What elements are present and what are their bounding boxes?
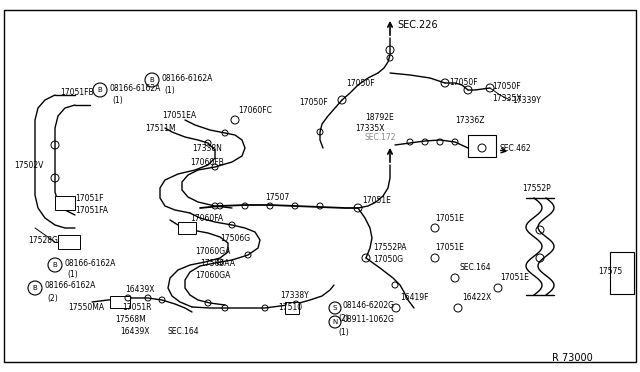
Bar (55, 196, 75, 210)
Text: 17552PA: 17552PA (373, 244, 406, 253)
Bar (610, 252, 634, 294)
Text: 17051E: 17051E (435, 244, 464, 253)
Bar (468, 135, 496, 157)
Text: 08166-6162A: 08166-6162A (109, 83, 161, 93)
Text: 08166-6162A: 08166-6162A (161, 74, 212, 83)
Text: 17051F: 17051F (75, 193, 104, 202)
Text: 16422X: 16422X (462, 294, 492, 302)
Text: 17550MA: 17550MA (68, 304, 104, 312)
Text: B: B (52, 262, 58, 268)
Text: (1): (1) (164, 86, 175, 94)
Text: 17060GA: 17060GA (195, 272, 230, 280)
Text: 16439X: 16439X (125, 285, 154, 295)
Bar (285, 302, 299, 314)
Text: (2): (2) (47, 294, 58, 302)
Text: R 73000: R 73000 (552, 353, 593, 363)
Text: 17336Z: 17336Z (455, 115, 484, 125)
Text: 08911-1062G: 08911-1062G (343, 314, 395, 324)
Text: (1): (1) (67, 270, 77, 279)
Text: SEC.226: SEC.226 (397, 20, 438, 30)
Text: B: B (150, 77, 154, 83)
Bar (58, 235, 80, 249)
Text: 08166-6162A: 08166-6162A (44, 282, 95, 291)
Text: (1): (1) (112, 96, 123, 105)
Text: 17510: 17510 (278, 304, 302, 312)
Bar (110, 296, 130, 308)
Text: 17507: 17507 (265, 192, 289, 202)
Text: 17338Y: 17338Y (280, 291, 308, 299)
Text: 17338N: 17338N (192, 144, 222, 153)
Text: 17060FC: 17060FC (238, 106, 272, 115)
Text: 17050F: 17050F (300, 97, 328, 106)
Text: B: B (98, 87, 102, 93)
Text: 17060FA: 17060FA (190, 214, 223, 222)
Text: SEC.172: SEC.172 (365, 132, 397, 141)
Text: 17335X: 17335X (492, 93, 522, 103)
Text: 17051E: 17051E (362, 196, 391, 205)
Text: 17050F: 17050F (346, 78, 375, 87)
Text: 17051E: 17051E (500, 273, 529, 282)
Text: 17051E: 17051E (435, 214, 464, 222)
Text: N: N (332, 319, 338, 325)
Text: 08146-6202G: 08146-6202G (343, 301, 395, 310)
Text: 17051FA: 17051FA (75, 205, 108, 215)
Text: 17568M: 17568M (115, 315, 146, 324)
Text: (2): (2) (338, 314, 349, 323)
Text: 17060GA: 17060GA (195, 247, 230, 257)
Text: 17575: 17575 (598, 267, 622, 276)
Text: 17506AA: 17506AA (200, 260, 235, 269)
Text: 17050F: 17050F (449, 77, 477, 87)
Text: 17051R: 17051R (122, 304, 152, 312)
Text: 16439X: 16439X (120, 327, 150, 337)
Text: 17528G: 17528G (28, 235, 58, 244)
Text: 17502V: 17502V (14, 160, 44, 170)
Text: 17051EA: 17051EA (162, 110, 196, 119)
Text: SEC.164: SEC.164 (168, 327, 200, 337)
Text: 08166-6162A: 08166-6162A (64, 259, 115, 267)
Text: (1): (1) (338, 327, 349, 337)
Text: B: B (33, 285, 37, 291)
Text: 17050F: 17050F (492, 81, 520, 90)
Text: SEC.164: SEC.164 (460, 263, 492, 273)
Text: 17552P: 17552P (522, 183, 551, 192)
Text: 17511M: 17511M (145, 124, 175, 132)
Text: 17335X: 17335X (355, 124, 385, 132)
Text: 17050G: 17050G (373, 256, 403, 264)
Text: 18792E: 18792E (365, 112, 394, 122)
Text: 17060FB: 17060FB (190, 157, 224, 167)
Text: 16419F: 16419F (400, 294, 429, 302)
Bar (178, 222, 196, 234)
Text: SEC.462: SEC.462 (500, 144, 532, 153)
Text: 17339Y: 17339Y (512, 96, 541, 105)
Text: 17506G: 17506G (220, 234, 250, 243)
Text: 17051FB: 17051FB (60, 87, 93, 96)
Text: S: S (333, 305, 337, 311)
